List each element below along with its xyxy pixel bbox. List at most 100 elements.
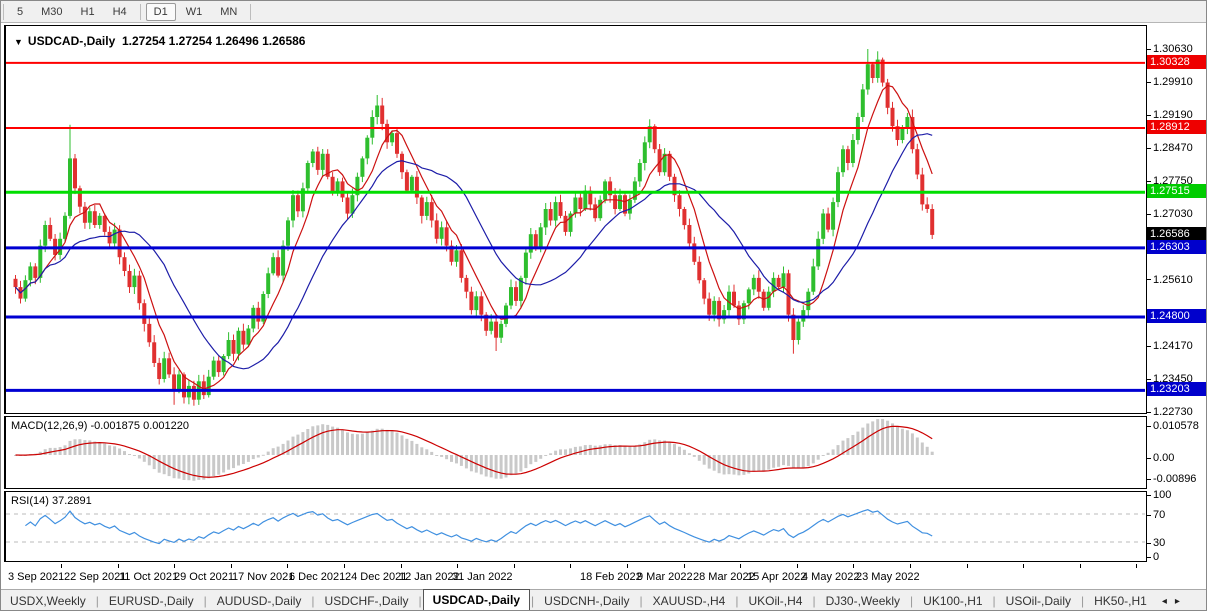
price-level-badge: 1.30328 — [1147, 54, 1206, 69]
tab-separator: | — [735, 594, 739, 608]
tab-separator: | — [531, 594, 535, 608]
tab-separator: | — [1081, 594, 1085, 608]
ma-fast-line — [15, 84, 933, 390]
timeframe-button-h1[interactable]: H1 — [80, 5, 95, 18]
tab-usdcad-daily[interactable]: USDCAD-,Daily — [422, 589, 531, 610]
tab-scroll-left-arrow[interactable]: ◂ — [1161, 595, 1175, 607]
rsi-axis-label: 30 — [1147, 537, 1165, 550]
tab-scroll-right-arrow[interactable]: ▸ — [1174, 595, 1188, 607]
price-axis-label: 1.28470 — [1147, 142, 1193, 155]
macd-label: MACD(12,26,9) -0.001875 0.001220 — [11, 420, 189, 432]
symbol-dropdown-icon[interactable]: ▼ — [14, 37, 23, 47]
tab-separator: | — [311, 594, 315, 608]
price-axis-label: 1.27030 — [1147, 208, 1193, 221]
time-axis-tick — [61, 564, 62, 568]
date-label: 18 Feb 2022 — [580, 571, 642, 583]
time-axis-tick — [627, 564, 628, 568]
date-label: 4 May 2022 — [802, 571, 860, 583]
toolbar-separator — [139, 3, 141, 20]
tab-audusd-daily[interactable]: AUDUSD-,Daily — [216, 594, 302, 608]
date-label: 12 Jan 2022 — [399, 571, 460, 583]
time-axis-tick — [853, 564, 855, 568]
time-axis-tick — [683, 564, 685, 568]
date-label: 29 Oct 2021 — [174, 571, 234, 583]
timeframe-button-m30[interactable]: M30 — [41, 5, 63, 18]
date-label: 11 Oct 2021 — [119, 571, 179, 583]
price-level-badge: 1.27515 — [1147, 184, 1206, 199]
rsi-axis-label: 0 — [1147, 551, 1159, 564]
timeframe-button-5[interactable]: 5 — [17, 5, 24, 18]
chart-title: ▼ USDCAD-,Daily 1.27254 1.27254 1.26496 1… — [14, 34, 305, 48]
rsi-line — [25, 509, 933, 545]
date-label: 15 Apr 2022 — [747, 571, 807, 583]
macd-signal-line — [15, 425, 933, 478]
tab-hk50-h1[interactable]: HK50-,H1 — [1094, 594, 1147, 608]
tab-ukoil-h4[interactable]: UKOil-,H4 — [748, 594, 803, 608]
macd-axis-label: -0.00896 — [1147, 473, 1196, 486]
chart-symbol-label: USDCAD-,Daily — [27, 34, 116, 48]
tab-separator: | — [95, 594, 99, 608]
macd-chart[interactable] — [6, 417, 1145, 488]
date-label: 31 Jan 2022 — [452, 571, 513, 583]
date-label: 9 Mar 2022 — [637, 571, 693, 583]
price-level-badge: 1.24800 — [1147, 308, 1206, 323]
time-axis-tick — [287, 564, 289, 568]
time-axis-tick — [1023, 564, 1025, 568]
macd-axis-label: 0.00 — [1147, 452, 1174, 465]
tab-eurusd-daily[interactable]: EURUSD-,Daily — [108, 594, 194, 608]
time-axis-tick — [910, 564, 911, 568]
timeframe-button-w1[interactable]: W1 — [185, 5, 203, 18]
date-label: 22 Sep 2021 — [64, 571, 127, 583]
rsi-axis-label: 70 — [1147, 509, 1165, 522]
price-axis-label: 1.30630 — [1147, 43, 1193, 56]
price-axis: 1.30630 1.29910 1.29190 1.28470 1.27750 1.270… — [1147, 25, 1206, 564]
rsi-chart[interactable] — [6, 492, 1145, 561]
time-axis-tick — [344, 564, 345, 568]
time-axis-tick — [966, 564, 968, 568]
price-axis-label: 1.24170 — [1147, 340, 1193, 353]
price-chart-pane[interactable]: ▼ USDCAD-,Daily 1.27254 1.27254 1.26496 1… — [4, 25, 1147, 414]
price-axis-label: 1.25610 — [1147, 274, 1193, 287]
tab-usoil-daily[interactable]: USOil-,Daily — [1005, 594, 1072, 608]
price-axis-label: 1.22730 — [1147, 406, 1193, 419]
time-axis-tick — [740, 564, 742, 568]
time-axis-tick — [117, 564, 119, 568]
tab-dj30-weekly[interactable]: DJ30-,Weekly — [825, 594, 901, 608]
tab-usdchf-daily[interactable]: USDCHF-,Daily — [324, 594, 409, 608]
price-level-badge: 1.26586 — [1147, 226, 1206, 241]
candlestick-chart[interactable] — [6, 26, 1145, 413]
macd-axis-label: 0.010578 — [1147, 420, 1199, 433]
symbol-tab-bar: USDX,Weekly | EURUSD-,Daily | AUDUSD-,Daily |… — [1, 589, 1206, 610]
tab-separator: | — [639, 594, 643, 608]
tab-separator: | — [812, 594, 816, 608]
price-axis-label: 1.29910 — [1147, 76, 1193, 89]
time-axis-tick — [570, 564, 572, 568]
chart-ohlc-values: 1.27254 1.27254 1.26496 1.26586 — [121, 34, 306, 48]
time-axis-tick — [796, 564, 798, 568]
tab-separator: | — [992, 594, 996, 608]
tab-usdcnh-daily[interactable]: USDCNH-,Daily — [544, 594, 630, 608]
macd-indicator-pane[interactable]: MACD(12,26,9) -0.001875 0.001220 — [4, 416, 1147, 489]
chart-region: ▼ USDCAD-,Daily 1.27254 1.27254 1.26496 1… — [1, 23, 1206, 589]
toolbar-separator — [250, 3, 252, 20]
tab-usdx-weekly[interactable]: USDX,Weekly — [10, 594, 86, 608]
tab-uk100-h1[interactable]: UK100-,H1 — [923, 594, 983, 608]
time-axis-tick — [174, 564, 176, 568]
price-axis-label: 1.23450 — [1147, 373, 1193, 386]
rsi-indicator-pane[interactable]: RSI(14) 37.2891 — [4, 491, 1147, 562]
date-label: 24 Dec 2021 — [345, 571, 408, 583]
date-label: 23 May 2022 — [856, 571, 920, 583]
time-axis: 3 Sep 2021 22 Sep 2021 11 Oct 2021 29 Oct 2… — [4, 564, 1206, 589]
date-label: 3 Sep 2021 — [8, 571, 65, 583]
time-axis-tick — [1079, 564, 1081, 568]
tab-separator: | — [203, 594, 207, 608]
time-axis-tick — [513, 564, 515, 568]
timeframe-button-h4[interactable]: H4 — [112, 5, 127, 18]
timeframe-button-mn[interactable]: MN — [220, 5, 238, 18]
timeframe-button-d1[interactable]: D1 — [145, 2, 176, 21]
tab-xauusd-h4[interactable]: XAUUSD-,H4 — [652, 594, 726, 608]
tab-separator: | — [418, 594, 422, 608]
date-label: 17 Nov 2021 — [232, 571, 295, 583]
date-label: 28 Mar 2022 — [693, 571, 755, 583]
